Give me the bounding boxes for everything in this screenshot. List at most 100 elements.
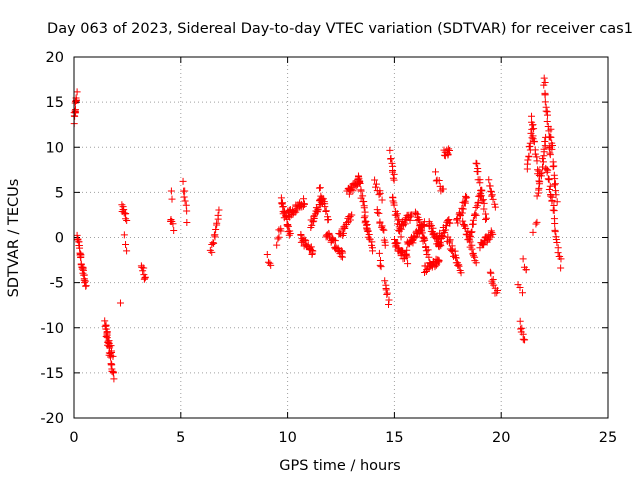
data-point bbox=[357, 187, 365, 195]
data-point bbox=[108, 367, 116, 375]
data-point bbox=[390, 201, 398, 209]
data-point bbox=[361, 212, 369, 220]
y-tick-label: 0 bbox=[55, 231, 64, 247]
data-point bbox=[373, 209, 381, 217]
data-point bbox=[444, 151, 452, 159]
data-point bbox=[167, 187, 175, 195]
data-point bbox=[462, 194, 470, 202]
data-point bbox=[104, 337, 112, 345]
data-point bbox=[372, 183, 380, 191]
data-point bbox=[420, 233, 428, 241]
data-point bbox=[538, 155, 546, 163]
data-point bbox=[532, 220, 540, 228]
data-point bbox=[75, 238, 83, 246]
data-point bbox=[375, 249, 383, 257]
data-point bbox=[434, 258, 442, 266]
data-point bbox=[393, 210, 401, 218]
data-point bbox=[550, 207, 558, 215]
data-point bbox=[477, 192, 485, 200]
data-point bbox=[386, 146, 394, 154]
data-point bbox=[551, 228, 559, 236]
data-point bbox=[383, 291, 391, 299]
data-point bbox=[525, 153, 533, 161]
data-point bbox=[360, 197, 368, 205]
data-point bbox=[551, 220, 559, 228]
data-point bbox=[413, 210, 421, 218]
data-point bbox=[487, 269, 495, 277]
data-point bbox=[517, 325, 525, 333]
data-point bbox=[553, 239, 561, 247]
data-point bbox=[375, 191, 383, 199]
data-point bbox=[416, 222, 424, 230]
data-point bbox=[355, 179, 363, 187]
data-point bbox=[551, 180, 559, 188]
y-tick-label: -5 bbox=[50, 276, 64, 292]
data-point bbox=[381, 277, 389, 285]
data-point bbox=[110, 375, 118, 383]
data-point bbox=[543, 118, 551, 126]
data-point bbox=[412, 209, 420, 217]
data-point bbox=[520, 336, 528, 344]
data-point bbox=[548, 196, 556, 204]
data-point bbox=[464, 227, 472, 235]
data-point bbox=[426, 220, 434, 228]
data-point bbox=[179, 177, 187, 185]
data-point bbox=[476, 179, 484, 187]
data-point bbox=[169, 220, 177, 228]
data-point bbox=[439, 185, 447, 193]
data-point bbox=[522, 266, 530, 274]
data-point bbox=[275, 233, 283, 241]
x-tick-label: 5 bbox=[176, 430, 185, 446]
data-point bbox=[445, 145, 453, 153]
data-point bbox=[418, 229, 426, 237]
data-point bbox=[285, 231, 293, 239]
data-point bbox=[208, 248, 216, 256]
data-point bbox=[181, 197, 189, 205]
data-point bbox=[529, 228, 537, 236]
data-point bbox=[215, 206, 223, 214]
data-point bbox=[553, 198, 561, 206]
data-point bbox=[448, 242, 456, 250]
data-point bbox=[546, 151, 554, 159]
data-point bbox=[316, 184, 324, 192]
data-point bbox=[472, 211, 480, 219]
data-point bbox=[403, 246, 411, 254]
x-tick-label: 15 bbox=[385, 430, 403, 446]
data-point bbox=[123, 247, 131, 255]
data-point bbox=[82, 282, 90, 290]
data-point bbox=[123, 217, 131, 225]
data-point bbox=[348, 211, 356, 219]
data-point bbox=[417, 225, 425, 233]
x-tick-label: 10 bbox=[278, 430, 296, 446]
data-point bbox=[485, 176, 493, 184]
data-point bbox=[541, 98, 549, 106]
data-point bbox=[529, 121, 537, 129]
data-point bbox=[494, 286, 502, 294]
data-point bbox=[540, 74, 548, 82]
data-point bbox=[488, 229, 496, 237]
data-point bbox=[541, 78, 549, 86]
data-point bbox=[459, 205, 467, 213]
data-point bbox=[120, 209, 128, 217]
plot-frame bbox=[73, 56, 609, 419]
data-point bbox=[401, 220, 409, 228]
data-point bbox=[382, 284, 390, 292]
data-point bbox=[489, 230, 497, 238]
data-point bbox=[516, 317, 524, 325]
data-point bbox=[81, 279, 89, 287]
data-point bbox=[480, 205, 488, 213]
data-point bbox=[390, 176, 398, 184]
y-tick-label: 20 bbox=[46, 50, 64, 66]
data-point bbox=[183, 207, 191, 215]
data-point bbox=[524, 156, 532, 164]
data-point bbox=[77, 251, 85, 259]
data-point bbox=[368, 238, 376, 246]
data-point bbox=[432, 168, 440, 176]
data-point bbox=[379, 225, 387, 233]
data-point bbox=[422, 247, 430, 255]
data-point bbox=[533, 157, 541, 165]
data-point bbox=[208, 240, 216, 248]
data-point bbox=[535, 177, 543, 185]
data-point bbox=[387, 154, 395, 162]
